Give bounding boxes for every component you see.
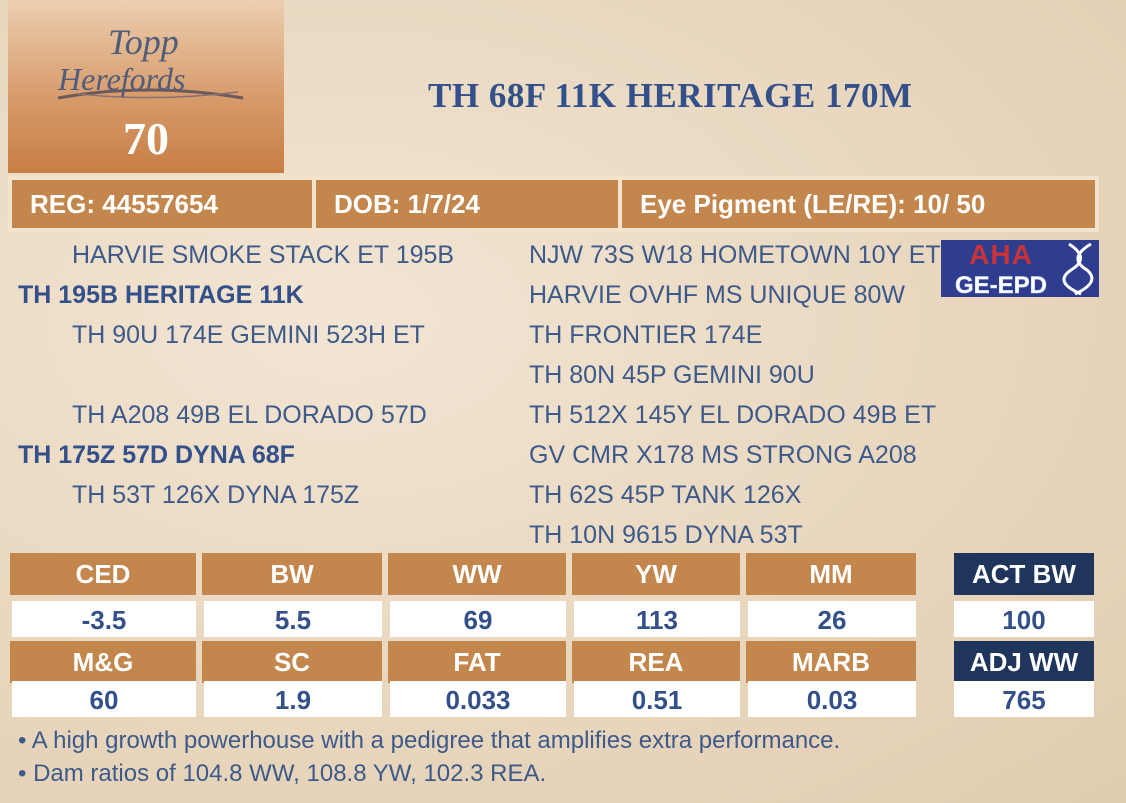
pedigree-ancestor: TH 512X 145Y EL DORADO 49B ET [529, 401, 937, 429]
adj-ww-header: ADJ WW [954, 641, 1094, 683]
note-line: • A high growth powerhouse with a pedigr… [18, 727, 841, 754]
animal-name: TH 68F 11K HERITAGE 170M [428, 76, 913, 115]
birth-date: DOB: 1/7/24 [316, 180, 618, 228]
pedigree-ancestor: TH 10N 9615 DYNA 53T [529, 521, 803, 549]
epd-header: CED [10, 553, 196, 595]
adj-ww-value: 765 [954, 681, 1094, 717]
logo-line1: Topp [108, 22, 179, 62]
pedigree-sire-sire: HARVIE SMOKE STACK ET 195B [72, 241, 455, 269]
epd-header: REA [572, 641, 740, 683]
epd-value: 1.9 [204, 681, 382, 717]
pedigree-ancestor: TH 80N 45P GEMINI 90U [529, 361, 815, 389]
act-bw-header: ACT BW [954, 553, 1094, 595]
dna-icon [1062, 242, 1094, 296]
epd-header: MM [746, 553, 916, 595]
epd-header: MARB [746, 641, 916, 683]
aha-ge-epd-badge: AHA GE-EPD [941, 239, 1099, 299]
epd-header: SC [202, 641, 382, 683]
epd-value: 0.51 [574, 681, 740, 717]
logo-panel: Topp Herefords 70 [8, 0, 284, 173]
pedigree-ancestor: TH FRONTIER 174E [529, 321, 763, 349]
epd-value: 60 [12, 681, 196, 717]
pedigree-ancestor: HARVIE OVHF MS UNIQUE 80W [529, 281, 905, 309]
epd-value: 113 [574, 601, 740, 637]
pedigree-dam-sire: TH A208 49B EL DORADO 57D [72, 401, 427, 429]
epd-value: 69 [390, 601, 566, 637]
logo-line2: Herefords [57, 61, 185, 97]
epd-header: BW [202, 553, 382, 595]
epd-value: 5.5 [204, 601, 382, 637]
pedigree-sire: TH 195B HERITAGE 11K [18, 281, 304, 309]
epd-value: 0.033 [390, 681, 566, 717]
lot-number: 70 [123, 113, 169, 164]
epd-value: 26 [748, 601, 916, 637]
badge-ge-epd: GE-EPD [955, 272, 1047, 297]
epd-header: YW [572, 553, 740, 595]
epd-header: M&G [10, 641, 196, 683]
act-bw-value: 100 [954, 601, 1094, 637]
pedigree-sire-dam: TH 90U 174E GEMINI 523H ET [72, 321, 425, 349]
topp-herefords-logo: Topp Herefords [57, 22, 244, 100]
pedigree-ancestor: NJW 73S W18 HOMETOWN 10Y ET [529, 241, 941, 269]
info-bar: REG: 44557654 DOB: 1/7/24 Eye Pigment (L… [8, 176, 1099, 232]
epd-value: 0.03 [748, 681, 916, 717]
reg-number: REG: 44557654 [12, 180, 312, 228]
pedigree-dam-dam: TH 53T 126X DYNA 175Z [72, 481, 360, 509]
pedigree-ancestor: TH 62S 45P TANK 126X [529, 481, 802, 509]
epd-header: WW [388, 553, 566, 595]
eye-pigment: Eye Pigment (LE/RE): 10/ 50 [622, 180, 1095, 228]
epd-header: FAT [388, 641, 566, 683]
pedigree-ancestor: GV CMR X178 MS STRONG A208 [529, 441, 917, 469]
badge-aha: AHA [969, 240, 1033, 270]
pedigree-dam: TH 175Z 57D DYNA 68F [18, 441, 295, 469]
note-line: • Dam ratios of 104.8 WW, 108.8 YW, 102.… [18, 760, 547, 787]
epd-value: -3.5 [12, 601, 196, 637]
